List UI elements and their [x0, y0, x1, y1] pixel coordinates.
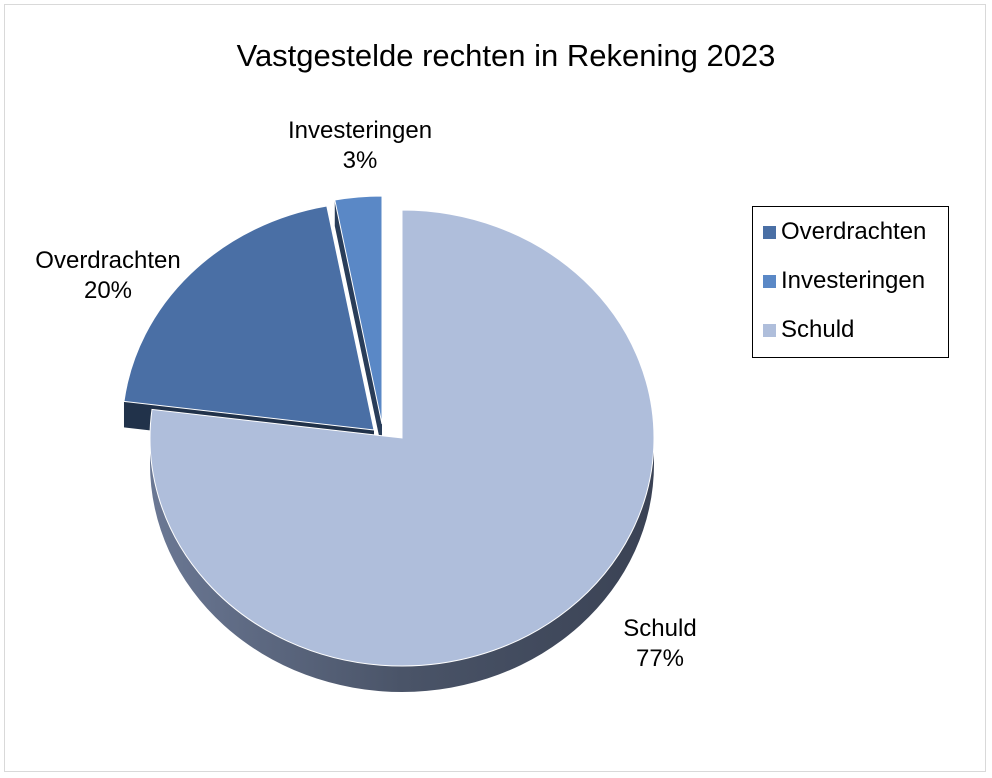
- slice-percent-investeringen: 3%: [342, 147, 378, 174]
- pie-cut-face-investeringen-0: [334, 200, 382, 450]
- legend-swatch-overdrachten: [763, 225, 776, 239]
- legend-item-overdrachten: Overdrachten: [763, 217, 926, 247]
- slice-name-schuld: Schuld: [623, 615, 697, 642]
- slice-name-overdrachten: Overdrachten: [35, 247, 181, 274]
- legend-item-schuld: Schuld: [763, 315, 854, 345]
- legend-swatch-investeringen: [763, 274, 776, 288]
- slice-name-investeringen: Investeringen: [287, 117, 433, 144]
- legend-swatch-schuld: [763, 323, 776, 337]
- pie-slice-schuld: [149, 209, 655, 667]
- slice-label-schuld: Schuld 77%: [580, 614, 740, 674]
- slice-percent-overdrachten: 20%: [83, 277, 133, 304]
- legend-label-overdrachten: Overdrachten: [781, 218, 927, 245]
- pie-slice-overdrachten: [123, 205, 375, 431]
- slice-label-overdrachten: Overdrachten 20%: [18, 246, 198, 306]
- legend-label-investeringen: Investeringen: [781, 267, 926, 294]
- legend-label-schuld: Schuld: [781, 316, 855, 343]
- pie-slice-investeringen: [334, 195, 383, 425]
- legend-item-investeringen: Investeringen: [763, 266, 925, 296]
- slice-percent-schuld: 77%: [635, 645, 685, 672]
- slice-label-investeringen: Investeringen 3%: [270, 116, 450, 176]
- legend: Overdrachten Investeringen Schuld: [752, 206, 949, 358]
- chart-title: Vastgestelde rechten in Rekening 2023: [236, 38, 776, 73]
